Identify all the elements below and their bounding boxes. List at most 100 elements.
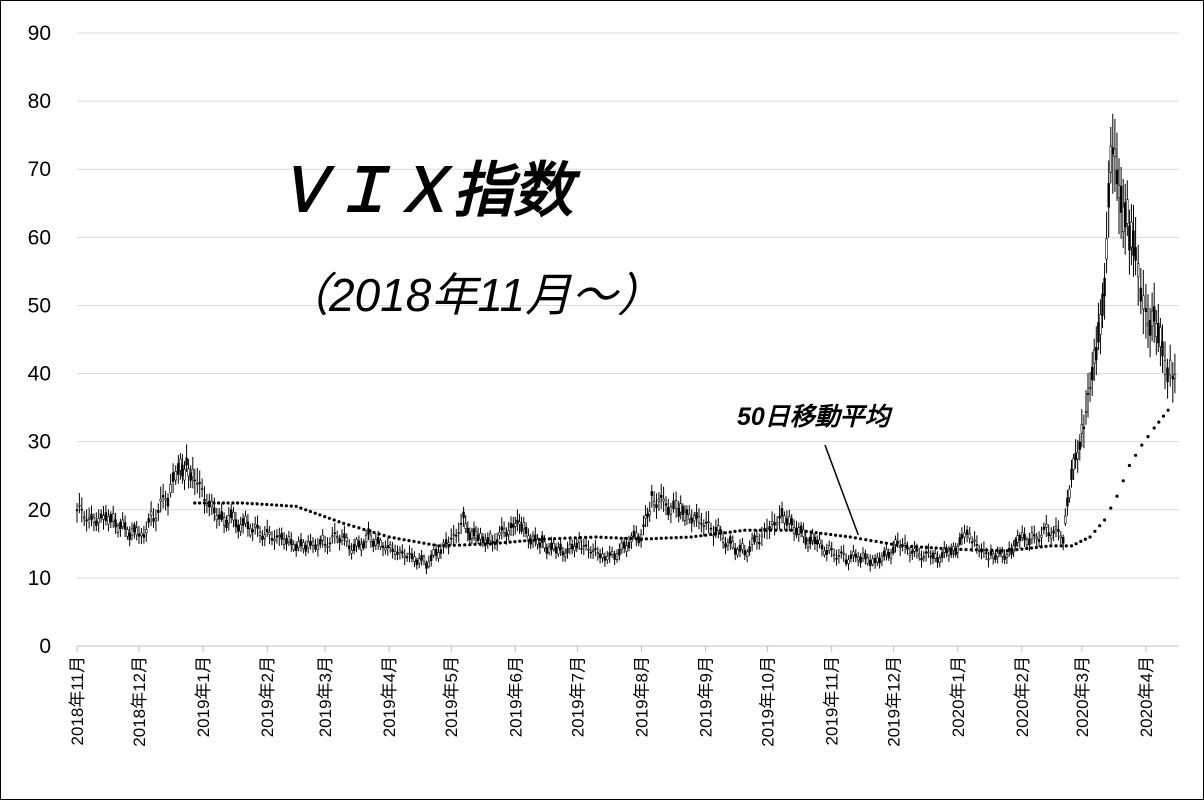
ma-dot: [789, 528, 793, 532]
ma-dot: [558, 536, 562, 541]
candle-body: [376, 536, 380, 544]
candle-body: [960, 534, 964, 539]
candle-body: [864, 552, 867, 560]
candle-body: [646, 513, 649, 518]
candle-body: [1020, 531, 1024, 539]
candle-body: [263, 534, 266, 539]
ma-dot: [357, 526, 361, 530]
candle-body: [360, 543, 363, 551]
candle-body: [220, 511, 223, 520]
ma-dot: [518, 539, 522, 543]
x-tick-label: 2019年6月: [506, 656, 525, 737]
candle-body: [859, 556, 862, 563]
candle-body: [205, 503, 209, 506]
candle-body: [157, 509, 160, 513]
candle-body: [1146, 322, 1150, 326]
ma-dot: [236, 501, 240, 505]
ma-dot: [584, 535, 588, 540]
candle-body: [249, 527, 252, 536]
ma-dot: [609, 536, 613, 540]
candle-body: [321, 534, 324, 541]
ma-dot: [985, 548, 989, 552]
ma-dot: [327, 516, 331, 520]
ma-dot: [294, 504, 298, 508]
candle-body: [1150, 310, 1154, 327]
candle-body: [1054, 526, 1058, 530]
ma-dot: [990, 548, 994, 552]
ma-dot: [753, 528, 757, 532]
candle-body: [468, 532, 471, 540]
ma-dot: [619, 536, 623, 540]
candle-body: [107, 516, 110, 525]
candle-body: [896, 541, 900, 544]
ma-dot: [915, 545, 919, 549]
candle-body: [488, 533, 492, 541]
candle-body: [1080, 424, 1084, 434]
candle-body: [887, 551, 890, 558]
ma-dot: [442, 544, 446, 548]
ma-dot: [809, 530, 813, 534]
candle-body: [422, 556, 426, 562]
candle-body: [797, 527, 801, 536]
ma-dot: [402, 538, 406, 542]
candle-body: [878, 558, 881, 564]
ma-dot: [275, 503, 279, 507]
candle-body: [1070, 468, 1073, 480]
candle-body: [876, 556, 879, 563]
ma-dot: [895, 543, 899, 547]
candle-body: [842, 552, 845, 555]
ma-dot: [738, 529, 742, 533]
candle-body: [181, 464, 184, 477]
candle-body: [391, 548, 394, 553]
ma-dot: [553, 537, 557, 541]
ma-dot: [342, 521, 346, 526]
ma-dot: [417, 540, 421, 544]
candle-body: [413, 556, 416, 562]
ma-dot: [929, 546, 933, 550]
candle-body: [1103, 277, 1106, 297]
candle-body: [903, 542, 907, 546]
candle-body: [677, 507, 680, 517]
candle-body: [1068, 488, 1071, 498]
candle-body: [95, 520, 98, 526]
ma-dot: [949, 547, 953, 551]
ma-dot: [265, 502, 269, 507]
ma-dot: [1000, 548, 1004, 553]
x-tick-label: 2019年12月: [885, 656, 904, 747]
candle-body: [563, 552, 567, 558]
ma-dot: [639, 537, 644, 541]
candle-body: [642, 524, 645, 528]
candle-body: [439, 549, 443, 554]
candle-body: [1111, 147, 1115, 155]
x-tick-label: 2019年2月: [258, 656, 277, 737]
candle-body: [1117, 185, 1121, 199]
moving-average-dots: [193, 408, 1170, 553]
candle-body: [538, 542, 542, 548]
candle-body: [729, 536, 732, 544]
candle-body: [790, 518, 793, 526]
ma-dot: [1109, 506, 1113, 510]
candle-body: [355, 539, 358, 547]
candle-body: [667, 506, 670, 516]
candle-body: [147, 518, 150, 523]
candle-body: [1082, 426, 1086, 430]
ma-dot: [255, 502, 259, 506]
ma-dot: [853, 536, 858, 540]
candle-body: [738, 544, 742, 552]
ma-dot: [843, 534, 848, 539]
ma-dot: [599, 535, 603, 539]
candle-body: [340, 535, 344, 541]
ma-dot: [649, 537, 654, 541]
candle-body: [290, 539, 293, 545]
candle-body: [573, 545, 576, 552]
candle-body: [278, 535, 281, 538]
candle-body: [1134, 247, 1137, 261]
candle-body: [813, 536, 817, 544]
ma-dot: [1069, 544, 1074, 548]
gridlines: [77, 32, 1179, 647]
candle-body: [1095, 346, 1098, 361]
ma-dot: [954, 547, 958, 551]
ma-dot: [240, 501, 244, 505]
candle-body: [724, 543, 727, 548]
